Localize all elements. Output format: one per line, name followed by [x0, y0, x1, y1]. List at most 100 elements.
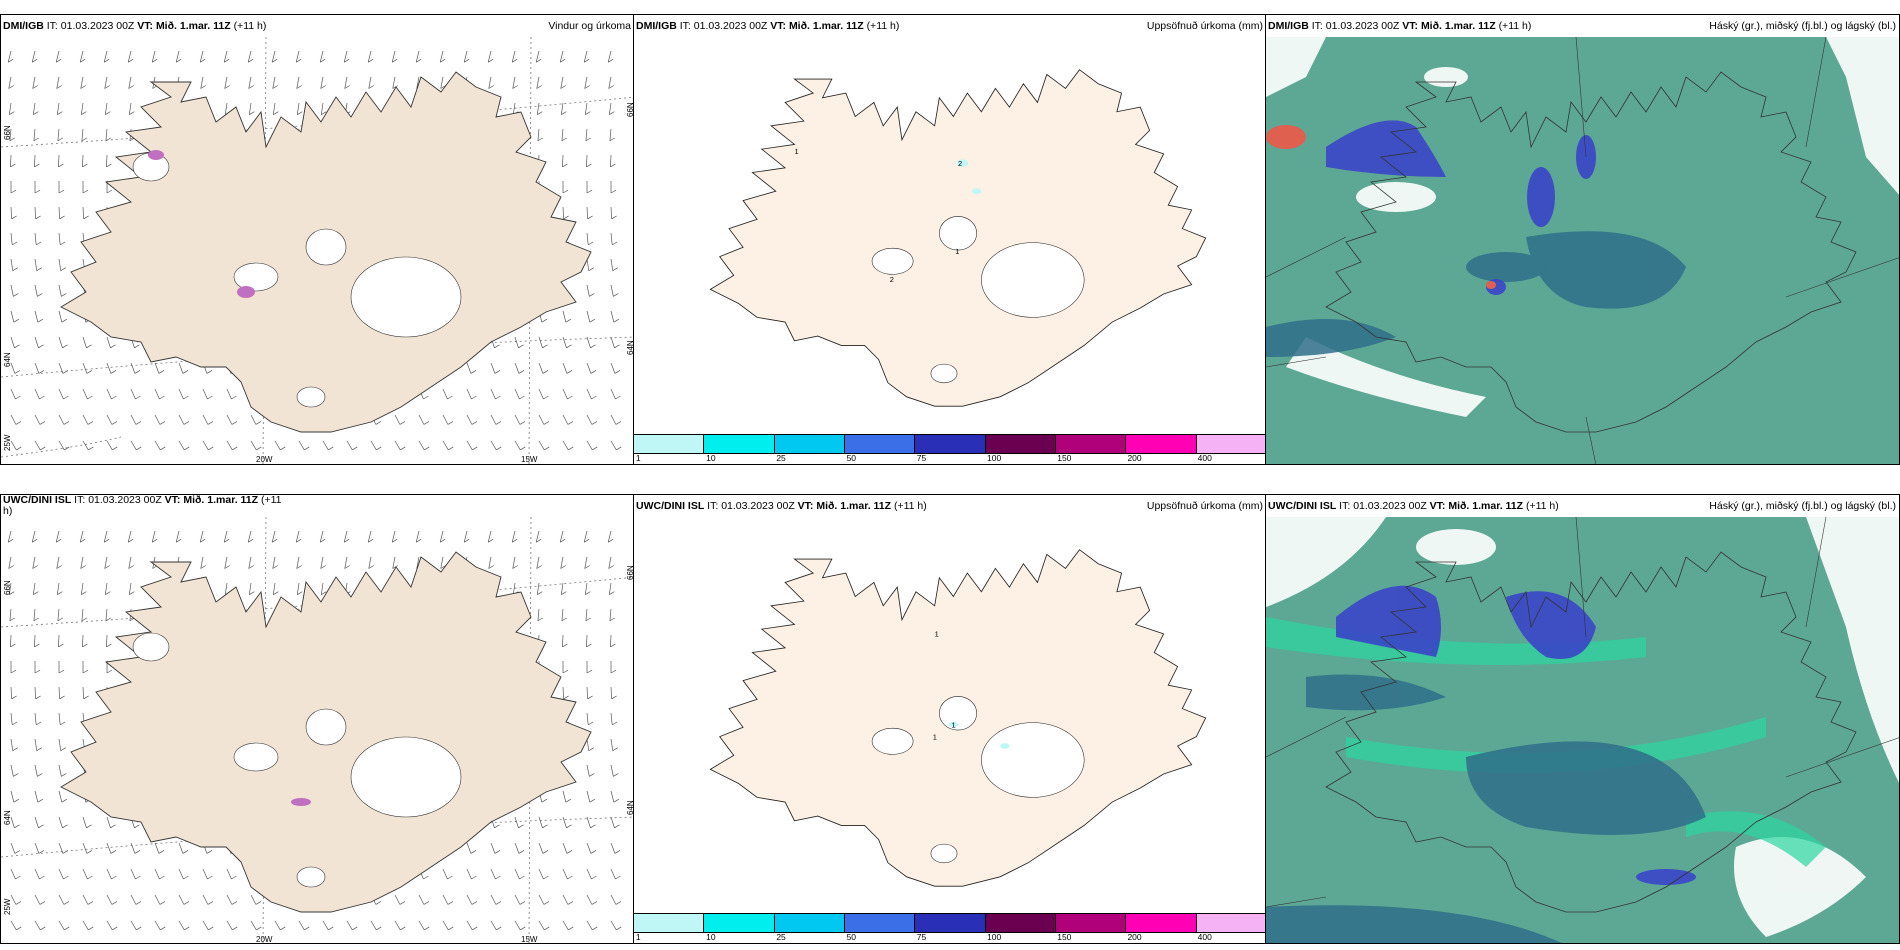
legend-color-cell [915, 435, 986, 453]
wind-barb [154, 842, 160, 854]
wind-barb [296, 582, 300, 595]
wind-barb [10, 388, 16, 400]
wind-barb-flag [512, 85, 518, 89]
wind-barb [609, 128, 612, 141]
wind-barb [178, 414, 185, 425]
wind-barb [394, 920, 401, 931]
legend-colorbar [634, 434, 1266, 454]
legend-color-cell [915, 914, 986, 932]
wind-barb-flag [613, 798, 620, 803]
wind-barb [31, 50, 36, 63]
wind-barb-flag [64, 446, 70, 451]
wind-barb-flag [319, 538, 326, 543]
wind-barb [9, 608, 12, 621]
wind-barb [10, 362, 16, 374]
wind-barb-flag [13, 293, 19, 297]
wind-barb [514, 414, 521, 425]
wind-barb-flag [183, 901, 190, 905]
wind-barb-flag [62, 850, 69, 854]
wind-barb [610, 686, 612, 699]
wind-barb [128, 76, 132, 89]
wind-barb [151, 50, 156, 63]
wind-barb-flag [34, 163, 40, 168]
wind-barb [391, 530, 396, 543]
wind-barb-flag [447, 875, 453, 880]
precip-value-label: 1 [933, 732, 937, 741]
wind-barb-flag [87, 421, 94, 425]
wind-barb-flag [12, 267, 18, 272]
wind-barb [392, 556, 396, 569]
wind-barb-flag [13, 773, 19, 777]
wind-barb-flag [585, 591, 591, 596]
wind-map [1, 517, 634, 943]
wind-barb-flag [567, 901, 574, 905]
wind-barb [55, 50, 60, 63]
wind-barb [8, 76, 12, 89]
wind-barb-flag [424, 446, 430, 451]
wind-barb-flag [134, 824, 140, 829]
wind-barb [57, 128, 60, 141]
wind-barb-flag [247, 58, 254, 63]
wind-barb-flag [110, 370, 117, 374]
wind-barb-flag [175, 58, 182, 63]
lon-label: 15W [521, 455, 538, 464]
wind-barb [586, 336, 591, 348]
wind-barb [610, 258, 614, 271]
wind-barb [154, 362, 160, 374]
wind-barb [82, 634, 84, 647]
wind-barb [58, 440, 65, 451]
wind-barb-flag [495, 395, 501, 400]
wind-barb [490, 440, 497, 451]
wind-barb-flag [590, 850, 597, 854]
wind-barb-flag [62, 344, 68, 349]
wind-barb [58, 310, 63, 323]
wind-barb [442, 388, 448, 400]
wind-barb [272, 582, 276, 595]
wind-barb [175, 50, 180, 63]
wind-barb-flag [110, 850, 117, 854]
wind-barb-flag [518, 344, 524, 349]
wind-barb-flag [561, 617, 568, 622]
model-name: DMI/IGB [636, 20, 677, 32]
wind-barb-flag [135, 901, 142, 905]
wind-barb-flag [611, 695, 617, 700]
wind-barb-flag [566, 850, 573, 854]
wind-barb-flag [391, 58, 398, 63]
wind-barb [514, 336, 519, 348]
wind-barb [370, 440, 377, 451]
panel-header: UWC/DINI ISL IT: 01.03.2023 00Z VT: Mið.… [1266, 495, 1899, 517]
wind-barb-flag [494, 344, 500, 349]
lead-time: (+11 h) [866, 20, 900, 32]
legend-color-cell [1055, 914, 1127, 932]
wind-barb-flag [271, 58, 278, 63]
wind-barb [514, 842, 520, 854]
wind-barb-flag [415, 58, 422, 63]
wind-barb-flag [37, 318, 44, 323]
wind-barb-flag [34, 669, 41, 674]
wind-barb-flag [561, 137, 568, 142]
wind-barb-flag [610, 189, 617, 194]
wind-barb [34, 842, 40, 854]
wind-barb [248, 76, 252, 89]
wind-barb-flag [199, 538, 206, 543]
wind-barb [224, 582, 228, 595]
wind-barb [295, 530, 300, 543]
wind-barb [368, 556, 372, 569]
wind-barb-flag [610, 643, 616, 648]
wind-barb-flag [135, 395, 141, 400]
wind-barb [58, 388, 64, 400]
wind-barb-flag [399, 421, 406, 425]
precip-value-label: 2 [958, 159, 962, 168]
wind-barb-flag [392, 85, 398, 89]
wind-barb-flag [151, 538, 158, 543]
wind-barb [106, 868, 112, 880]
wind-barb-flag [55, 538, 62, 543]
wind-barb [512, 102, 516, 115]
wind-barb [130, 362, 136, 374]
wind-barb [562, 414, 569, 425]
wind-barb-flag [8, 565, 14, 569]
wind-barb-flag [518, 370, 525, 374]
lead-time: (+11 h) [1525, 500, 1559, 512]
wind-barb [463, 50, 468, 63]
wind-barb [586, 440, 593, 451]
